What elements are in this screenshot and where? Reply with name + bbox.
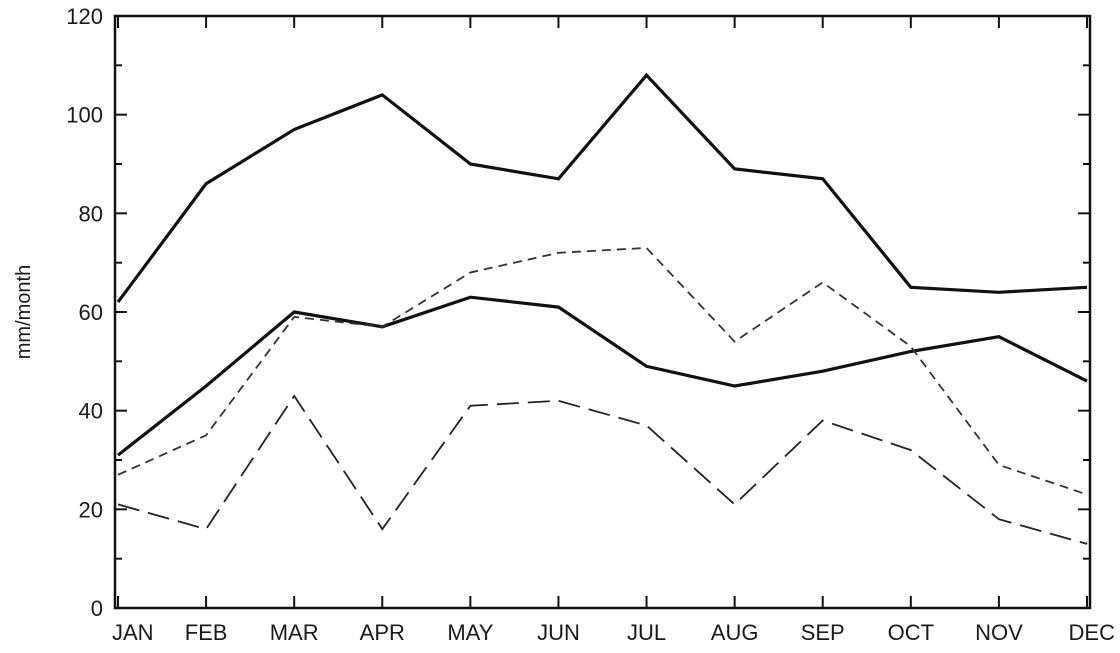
x-tick-label: JUN [537, 620, 580, 645]
x-tick-label: JUL [627, 620, 666, 645]
x-tick-label: SEP [801, 620, 845, 645]
x-tick-label: AUG [711, 620, 759, 645]
x-tick-label: MAY [447, 620, 493, 645]
y-tick-label: 100 [66, 103, 103, 128]
y-tick-label: 80 [79, 201, 103, 226]
plot-frame [113, 14, 1092, 610]
x-tick-label: DEC [1069, 620, 1116, 645]
series-line-2 [117, 295, 1088, 457]
ticks-layer [115, 15, 1090, 609]
y-tick-label: 40 [79, 399, 103, 424]
series-line-4 [117, 394, 1088, 545]
y-tick-label: 20 [79, 497, 103, 522]
x-tick-label: APR [360, 620, 405, 645]
x-tick-label: NOV [975, 620, 1023, 645]
labels-layer: 0 20 40 60 80 100 120 JAN FEB MAR APR MAY JUN JUL AUG S… [66, 4, 1115, 645]
series-layer [116, 72, 1088, 545]
series-line-3 [117, 246, 1088, 496]
y-tick-label: 120 [66, 4, 103, 29]
x-tick-label: JAN [112, 620, 154, 645]
y-tick-label: 0 [91, 596, 103, 621]
y-axis-label: mm/month [13, 265, 35, 359]
y-tick-label: 60 [79, 300, 103, 325]
series-line-1 [116, 72, 1088, 304]
x-tick-label: FEB [185, 620, 228, 645]
x-tick-label: OCT [888, 620, 934, 645]
x-tick-label: MAR [270, 620, 319, 645]
